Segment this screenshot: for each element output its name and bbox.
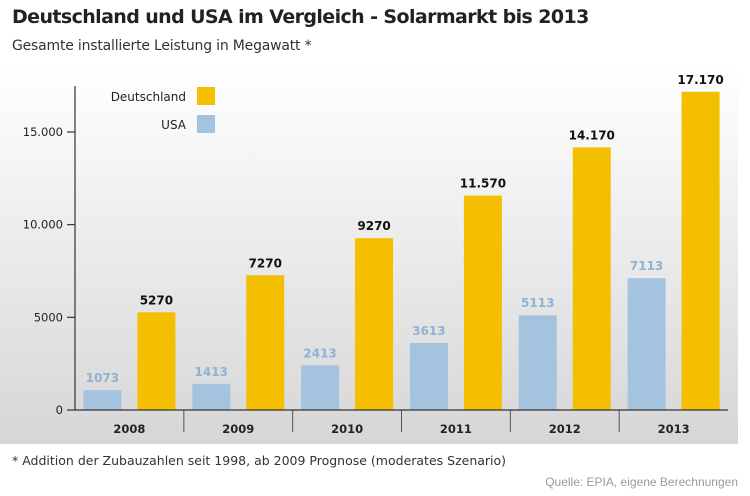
bar-deutschland-2013 <box>681 91 720 411</box>
bar-usa-2013 <box>627 278 666 410</box>
bar-usa-2011 <box>409 343 448 410</box>
data-label-deutschland-2010: 9270 <box>357 219 390 233</box>
bar-usa-2012 <box>518 315 557 410</box>
bar-chart: 1073 5270 1413 7270 2413 9270 3613 11.570 5113 14… <box>0 66 738 444</box>
data-label-usa-2011: 3613 <box>412 324 445 338</box>
chart-area: 1073 5270 1413 7270 2413 9270 3613 11.570 5113 14… <box>0 66 738 444</box>
legend-label-deutschland: Deutschland <box>111 90 186 104</box>
bar-deutschland-2012 <box>572 147 611 410</box>
data-label-usa-2012: 5113 <box>521 296 554 310</box>
bar-deutschland-2010 <box>355 238 394 410</box>
data-label-deutschland-2012: 14.170 <box>569 128 615 142</box>
chart-subtitle: Gesamte installierte Leistung in Megawat… <box>12 38 312 54</box>
chart-title: Deutschland und USA im Vergleich - Solar… <box>12 6 589 28</box>
data-label-deutschland-2008: 5270 <box>140 293 173 307</box>
x-tick-label-2013: 2013 <box>658 422 690 436</box>
data-label-deutschland-2009: 7270 <box>249 256 282 270</box>
y-tick-label: 0 <box>56 403 63 417</box>
legend-swatch-deutschland <box>197 87 215 105</box>
y-tick-label: 5000 <box>34 310 63 324</box>
x-tick-label-2009: 2009 <box>222 422 254 436</box>
bar-usa-2010 <box>301 365 340 410</box>
data-label-deutschland-2013: 17.170 <box>677 73 723 87</box>
legend-label-usa: USA <box>161 118 187 132</box>
bar-deutschland-2009 <box>246 275 285 410</box>
x-tick-label-2010: 2010 <box>331 422 363 436</box>
data-label-deutschland-2011: 11.570 <box>460 177 506 191</box>
source-note: Quelle: EPIA, eigene Berechnungen <box>545 475 738 489</box>
bar-usa-2008 <box>83 390 122 410</box>
x-tick-label-2012: 2012 <box>549 422 581 436</box>
x-tick-label-2011: 2011 <box>440 422 472 436</box>
data-label-usa-2010: 2413 <box>303 346 336 360</box>
x-tick-label-2008: 2008 <box>113 422 145 436</box>
bar-usa-2009 <box>192 383 231 410</box>
y-tick-label: 10.000 <box>23 218 63 232</box>
data-label-usa-2013: 7113 <box>630 259 663 273</box>
data-label-usa-2009: 1413 <box>195 365 228 379</box>
data-label-usa-2008: 1073 <box>86 371 119 385</box>
y-tick-label: 15.000 <box>23 125 63 139</box>
bar-deutschland-2011 <box>463 195 502 410</box>
legend-swatch-usa <box>197 115 215 133</box>
footnote: * Addition der Zubauzahlen seit 1998, ab… <box>12 453 507 468</box>
bar-deutschland-2008 <box>137 312 176 410</box>
